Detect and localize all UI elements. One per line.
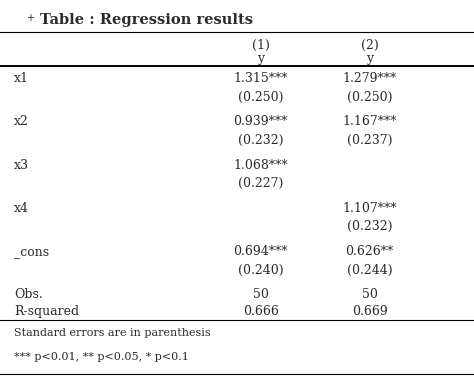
Text: (0.227): (0.227) bbox=[238, 177, 283, 190]
Text: Standard errors are in parenthesis: Standard errors are in parenthesis bbox=[14, 328, 211, 338]
Text: 1.315***: 1.315*** bbox=[234, 72, 288, 85]
Text: 1.167***: 1.167*** bbox=[343, 115, 397, 129]
Text: 0.694***: 0.694*** bbox=[234, 245, 288, 258]
Text: x3: x3 bbox=[14, 159, 29, 172]
Text: R-squared: R-squared bbox=[14, 305, 79, 318]
Text: 0.669: 0.669 bbox=[352, 305, 388, 318]
Text: 50: 50 bbox=[362, 288, 378, 301]
Text: x4: x4 bbox=[14, 202, 29, 215]
Text: x1: x1 bbox=[14, 72, 29, 85]
Text: 1.068***: 1.068*** bbox=[233, 159, 288, 172]
Text: *** p<0.01, ** p<0.05, * p<0.1: *** p<0.01, ** p<0.05, * p<0.1 bbox=[14, 352, 189, 362]
Text: 1.107***: 1.107*** bbox=[343, 202, 397, 215]
Text: (1): (1) bbox=[252, 39, 270, 52]
Text: _cons: _cons bbox=[14, 245, 49, 258]
Text: (0.240): (0.240) bbox=[238, 264, 283, 277]
Text: 0.626**: 0.626** bbox=[346, 245, 394, 258]
Text: y: y bbox=[366, 52, 374, 65]
Text: (2): (2) bbox=[361, 39, 379, 52]
Text: x2: x2 bbox=[14, 115, 29, 129]
Text: (0.237): (0.237) bbox=[347, 134, 392, 147]
Text: 50: 50 bbox=[253, 288, 269, 301]
Text: y: y bbox=[257, 52, 264, 65]
Text: (0.250): (0.250) bbox=[238, 91, 283, 104]
Text: Obs.: Obs. bbox=[14, 288, 43, 301]
Text: (0.232): (0.232) bbox=[238, 134, 283, 147]
Text: 0.666: 0.666 bbox=[243, 305, 279, 318]
Text: 0.939***: 0.939*** bbox=[234, 115, 288, 129]
Text: 1.279***: 1.279*** bbox=[343, 72, 397, 85]
Text: Table : Regression results: Table : Regression results bbox=[40, 13, 253, 27]
Text: (0.232): (0.232) bbox=[347, 220, 392, 234]
Text: +: + bbox=[26, 13, 34, 23]
Text: (0.244): (0.244) bbox=[347, 264, 392, 277]
Text: (0.250): (0.250) bbox=[347, 91, 392, 104]
